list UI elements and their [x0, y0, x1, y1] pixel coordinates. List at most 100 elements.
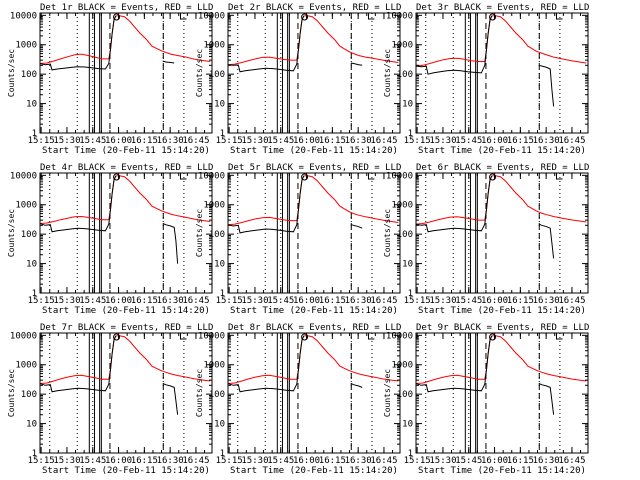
- events-series-line: [350, 383, 363, 388]
- x-tick-label: 15:45: [455, 456, 482, 466]
- panel-title: Det 1r BLACK = Events, RED = LLD: [40, 3, 213, 13]
- bracket-marker: [555, 13, 563, 20]
- plot-frame: [39, 332, 213, 454]
- lld-series-line: [415, 335, 587, 384]
- x-tick-label: 15:45: [79, 456, 106, 466]
- x-tick-label: 15:30: [53, 456, 80, 466]
- panel-title: Det 3r BLACK = Events, RED = LLD: [416, 3, 589, 13]
- y-tick-label: 10000: [10, 331, 37, 341]
- peak-marker: [301, 333, 309, 341]
- bracket-marker: [555, 173, 563, 180]
- panel-title: Det 2r BLACK = Events, RED = LLD: [228, 3, 401, 13]
- y-axis-label: Counts/sec: [383, 49, 392, 97]
- x-tick-label: 16:30: [157, 296, 184, 306]
- lld-series-line: [415, 175, 587, 225]
- events-series-line: [162, 60, 175, 64]
- panel-4: 11010010001000015:1515:3015:4516:0016:15…: [7, 163, 213, 316]
- y-axis-label: Counts/sec: [195, 49, 204, 97]
- plot-frame: [227, 172, 401, 294]
- x-tick-label: 16:30: [533, 136, 560, 146]
- panel-5: 11010010001000015:1515:3015:4516:0016:15…: [195, 163, 401, 316]
- panel-2: 11010010001000015:1515:3015:4516:0016:15…: [195, 3, 401, 156]
- x-tick-label: 16:15: [507, 296, 534, 306]
- y-tick-label: 100: [397, 70, 413, 80]
- y-tick-label: 100: [21, 390, 37, 400]
- y-tick-label: 1: [32, 449, 37, 459]
- y-tick-label: 10: [26, 420, 37, 430]
- x-tick-label: 15:15: [28, 296, 55, 306]
- x-tick-label: 15:45: [79, 136, 106, 146]
- y-tick-label: 10: [26, 100, 37, 110]
- reference-lines: [49, 173, 185, 293]
- y-axis: 1 10 100 1000 10000: [198, 11, 400, 139]
- x-tick-label: 16:30: [533, 296, 560, 306]
- y-tick-label: 10000: [386, 11, 413, 21]
- y-tick-label: 100: [397, 390, 413, 400]
- reference-lines: [49, 13, 185, 133]
- x-tick-label: 16:45: [182, 456, 209, 466]
- y-tick-label: 100: [209, 70, 225, 80]
- x-tick-label: 16:15: [507, 456, 534, 466]
- x-tick-label: 16:00: [105, 456, 132, 466]
- y-axis-label: Counts/sec: [7, 369, 16, 417]
- y-tick-label: 1000: [203, 201, 225, 211]
- y-tick-label: 100: [21, 230, 37, 240]
- x-tick-label: 15:45: [455, 296, 482, 306]
- x-tick-label: 16:30: [345, 456, 372, 466]
- x-tick-label: 15:15: [404, 296, 431, 306]
- events-series-line: [39, 175, 117, 233]
- x-tick-label: 15:15: [216, 136, 243, 146]
- panel-title: Det 5r BLACK = Events, RED = LLD: [228, 163, 401, 173]
- y-tick-label: 1: [220, 129, 225, 139]
- y-axis-label: Counts/sec: [383, 369, 392, 417]
- panel-7: 11010010001000015:1515:3015:4516:0016:15…: [7, 323, 213, 476]
- bracket-marker: [555, 333, 563, 340]
- y-tick-label: 1: [220, 449, 225, 459]
- x-tick-label: 16:30: [157, 456, 184, 466]
- events-series-line: [39, 335, 117, 393]
- bracket-marker: [367, 13, 375, 20]
- reference-lines: [425, 173, 561, 293]
- y-tick-label: 1000: [15, 201, 37, 211]
- x-axis-label: Start Time (20-Feb-11 15:14:20): [42, 306, 210, 316]
- y-tick-label: 10: [214, 420, 225, 430]
- bracket-marker: [179, 13, 187, 20]
- plot-frame: [415, 332, 589, 454]
- plot-frame: [227, 12, 401, 134]
- reference-lines: [237, 13, 373, 133]
- x-tick-label: 16:15: [319, 136, 346, 146]
- x-tick-label: 16:30: [157, 136, 184, 146]
- x-tick-label: 16:00: [293, 456, 320, 466]
- y-tick-label: 10: [26, 260, 37, 270]
- y-tick-label: 10000: [10, 171, 37, 181]
- x-tick-label: 15:45: [267, 456, 294, 466]
- panel-title: Det 8r BLACK = Events, RED = LLD: [228, 323, 401, 333]
- x-axis-label: Start Time (20-Feb-11 15:14:20): [418, 306, 586, 316]
- lld-series-line: [39, 335, 211, 384]
- x-tick-label: 16:15: [131, 136, 158, 146]
- x-tick-label: 16:00: [293, 296, 320, 306]
- x-tick-label: 16:00: [293, 136, 320, 146]
- x-tick-label: 15:15: [28, 136, 55, 146]
- x-tick-label: 16:45: [558, 456, 585, 466]
- y-tick-label: 10000: [198, 11, 225, 21]
- y-tick-label: 10000: [198, 331, 225, 341]
- x-tick-label: 16:15: [131, 456, 158, 466]
- x-tick-label: 15:30: [53, 296, 80, 306]
- lld-series-line: [415, 15, 587, 67]
- y-tick-label: 1: [32, 129, 37, 139]
- y-axis-label: Counts/sec: [383, 209, 392, 257]
- y-axis: 1 10 100 1000 10000: [10, 171, 212, 299]
- y-axis: 1 10 100 1000 10000: [198, 171, 400, 299]
- peak-marker: [301, 173, 309, 181]
- x-tick-label: 16:15: [319, 296, 346, 306]
